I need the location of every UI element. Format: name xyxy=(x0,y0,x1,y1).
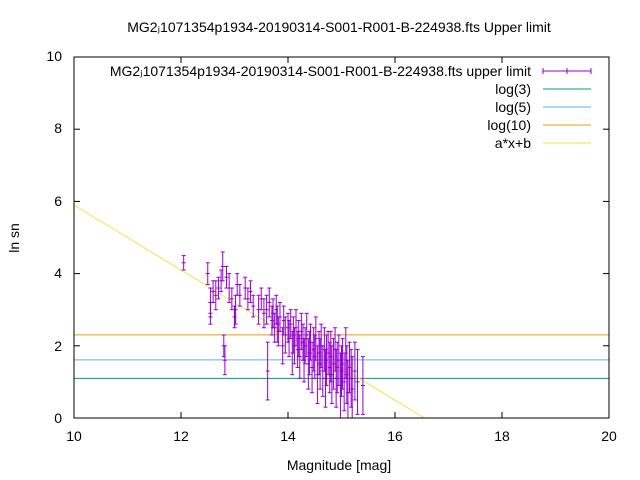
legend-label-points: MG2ⱼ1071354p1934-20190314-S001-R001-B-22… xyxy=(110,63,531,79)
chart-title: MG2ⱼ1071354p1934-20190314-S001-R001-B-22… xyxy=(127,19,551,35)
data-point xyxy=(335,341,340,394)
fit-line xyxy=(73,204,425,419)
x-tick-label: 14 xyxy=(280,428,296,444)
data-point xyxy=(328,330,333,383)
x-tick-label: 18 xyxy=(494,428,510,444)
data-point xyxy=(267,287,272,318)
legend: MG2ⱼ1071354p1934-20190314-S001-R001-B-22… xyxy=(110,63,592,151)
data-point xyxy=(277,301,282,332)
y-tick-label: 10 xyxy=(46,48,62,64)
legend-samples xyxy=(542,68,592,144)
x-tick-labels: 10 12 14 16 18 20 xyxy=(66,428,617,444)
legend-label-log5: log(5) xyxy=(495,99,531,115)
data-points xyxy=(181,251,365,419)
data-point xyxy=(216,276,221,300)
data-point xyxy=(181,255,186,271)
data-point xyxy=(222,345,227,376)
data-point xyxy=(352,341,357,401)
data-point xyxy=(237,283,242,307)
data-point xyxy=(224,265,229,289)
data-point xyxy=(280,327,285,365)
legend-label-fit: a*x+b xyxy=(495,135,531,151)
data-point xyxy=(213,280,218,311)
plot-frame xyxy=(73,56,610,419)
y-tick-label: 8 xyxy=(54,120,62,136)
data-point xyxy=(264,294,269,325)
data-point xyxy=(248,280,253,303)
y-tick-labels: 0 2 4 6 8 10 xyxy=(46,48,62,426)
y-axis-label: ln sn xyxy=(6,223,22,253)
data-point xyxy=(251,294,256,318)
data-point xyxy=(283,316,288,354)
data-point xyxy=(229,287,234,311)
y-tick-label: 6 xyxy=(54,193,62,209)
data-point xyxy=(360,356,365,415)
legend-label-log10: log(10) xyxy=(487,117,531,133)
x-tick-label: 16 xyxy=(387,428,403,444)
data-point xyxy=(205,262,210,285)
x-tick-label: 12 xyxy=(173,428,189,444)
y-tick-label: 2 xyxy=(54,338,62,354)
data-point xyxy=(245,287,250,311)
x-tick-label: 10 xyxy=(66,428,82,444)
y-tick-label: 0 xyxy=(54,410,62,426)
data-point xyxy=(265,341,270,401)
data-point xyxy=(355,348,360,415)
data-point xyxy=(261,298,266,329)
legend-label-log3: log(3) xyxy=(495,81,531,97)
data-point xyxy=(220,251,225,282)
y-tick-label: 4 xyxy=(54,265,62,281)
x-axis-label: Magnitude [mag] xyxy=(287,457,391,473)
x-tick-label: 20 xyxy=(601,428,617,444)
data-point xyxy=(313,316,318,361)
